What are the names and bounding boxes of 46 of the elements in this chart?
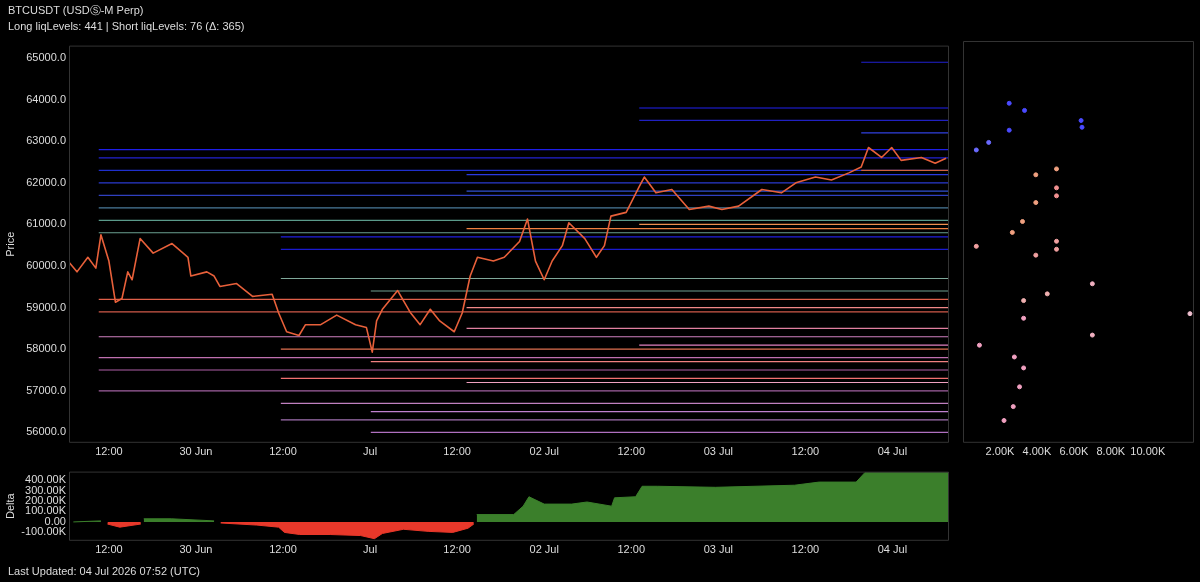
x-tick-label: 2.00K [985, 445, 1015, 458]
y-tick-label: 61000.0 [26, 217, 66, 230]
y-tick-label: 300.00K [25, 483, 67, 496]
x-tick-label: 02 Jul [529, 445, 559, 458]
x-tick-label: 30 Jun [179, 543, 213, 556]
y-tick-label: 63000.0 [26, 134, 66, 147]
y-tick-label: 58000.0 [26, 342, 66, 355]
y-tick-label: 100.00K [25, 504, 67, 517]
x-tick-label: 12:00 [443, 543, 471, 556]
y-tick-label: 400.00K [25, 473, 67, 486]
x-tick-label: 8.00K [1096, 445, 1126, 458]
y-tick-label: 56000.0 [26, 425, 66, 438]
x-tick-label: 4.00K [1022, 445, 1052, 458]
chart-title: BTCUSDT (USDⓈ-M Perp) [7, 3, 145, 18]
x-tick-label: 12:00 [269, 445, 297, 458]
x-tick-label: 10.00K [1130, 445, 1166, 458]
y-tick-label: 59000.0 [26, 300, 66, 313]
x-tick-label: 03 Jul [703, 543, 733, 556]
x-tick-label: 12:00 [617, 543, 646, 556]
x-tick-label: 12:00 [443, 445, 471, 458]
y-axis-title: Delta [3, 492, 16, 520]
y-tick-label: 65000.0 [26, 51, 66, 64]
y-tick-label: -100.00K [21, 525, 67, 538]
x-tick-label: Jul [363, 543, 378, 556]
x-tick-label: 02 Jul [529, 543, 559, 556]
x-tick-label: 04 Jul [877, 445, 908, 458]
x-tick-label: 6.00K [1059, 445, 1089, 458]
x-tick-label: 12:00 [791, 445, 820, 458]
x-tick-label: 04 Jul [877, 543, 908, 556]
x-tick-label: 12:00 [269, 543, 297, 556]
x-tick-label: 12:00 [95, 445, 123, 458]
y-tick-label: 0.00 [44, 514, 66, 527]
x-tick-label: 12:00 [791, 543, 820, 556]
y-tick-label: 200.00K [25, 493, 67, 506]
x-tick-label: 12:00 [95, 543, 123, 556]
y-tick-label: 62000.0 [26, 175, 66, 188]
y-axis-title: Price [3, 231, 16, 257]
chart-subtitle: Long liqLevels: 441 | Short liqLevels: 76 (Δ: 365) [7, 19, 246, 34]
y-tick-label: 60000.0 [26, 259, 66, 272]
x-tick-label: Jul [363, 445, 378, 458]
x-tick-label: 03 Jul [703, 445, 733, 458]
text: Last Updated: 04 Jul 2026 07:52 (UTC) [7, 564, 201, 579]
y-tick-label: 64000.0 [26, 92, 66, 105]
x-tick-label: 12:00 [617, 445, 646, 458]
y-tick-label: 57000.0 [26, 383, 66, 396]
x-tick-label: 30 Jun [179, 445, 213, 458]
